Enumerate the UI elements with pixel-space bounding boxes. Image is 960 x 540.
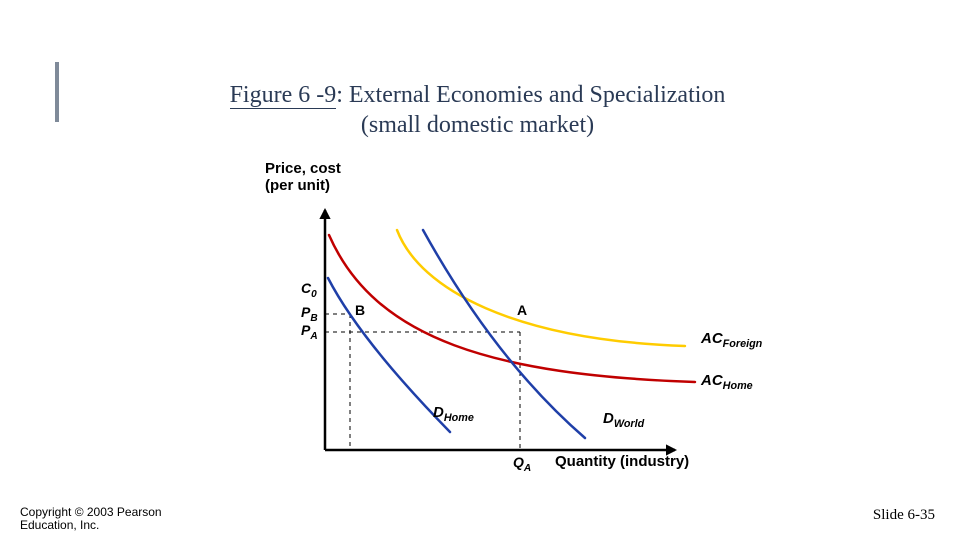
x-axis-label: Quantity (industry) [555,453,689,470]
copyright: Copyright © 2003 Pearson Education, Inc. [20,506,162,532]
title-sub: (small domestic market) [361,112,594,138]
tick-C0: C0 [301,280,317,300]
point-A-label: A [517,302,527,318]
tick-QA: QA [513,454,531,474]
label-d-world: DWorld [603,410,644,430]
figure-label: Figure 6 -9 [230,82,337,109]
title-block: Figure 6 -9: External Economies and Spec… [55,80,900,140]
slide-number: Slide 6-35 [873,507,935,524]
point-B-label: B [355,302,365,318]
slide-title: Figure 6 -9: External Economies and Spec… [55,80,900,140]
tick-PA: PA [301,322,318,342]
accent-bar [55,62,59,122]
slide: Figure 6 -9: External Economies and Spec… [0,0,960,540]
label-d-home: DHome [433,404,474,424]
title-main: : External Economies and Specialization [336,82,725,108]
label-ac-foreign: ACForeign [701,330,762,350]
chart-svg [265,160,825,480]
label-ac-home: ACHome [701,372,753,392]
chart-area: Price, cost (per unit) C0 PB PA B A ACFo… [265,160,825,480]
tick-PB: PB [301,304,318,324]
